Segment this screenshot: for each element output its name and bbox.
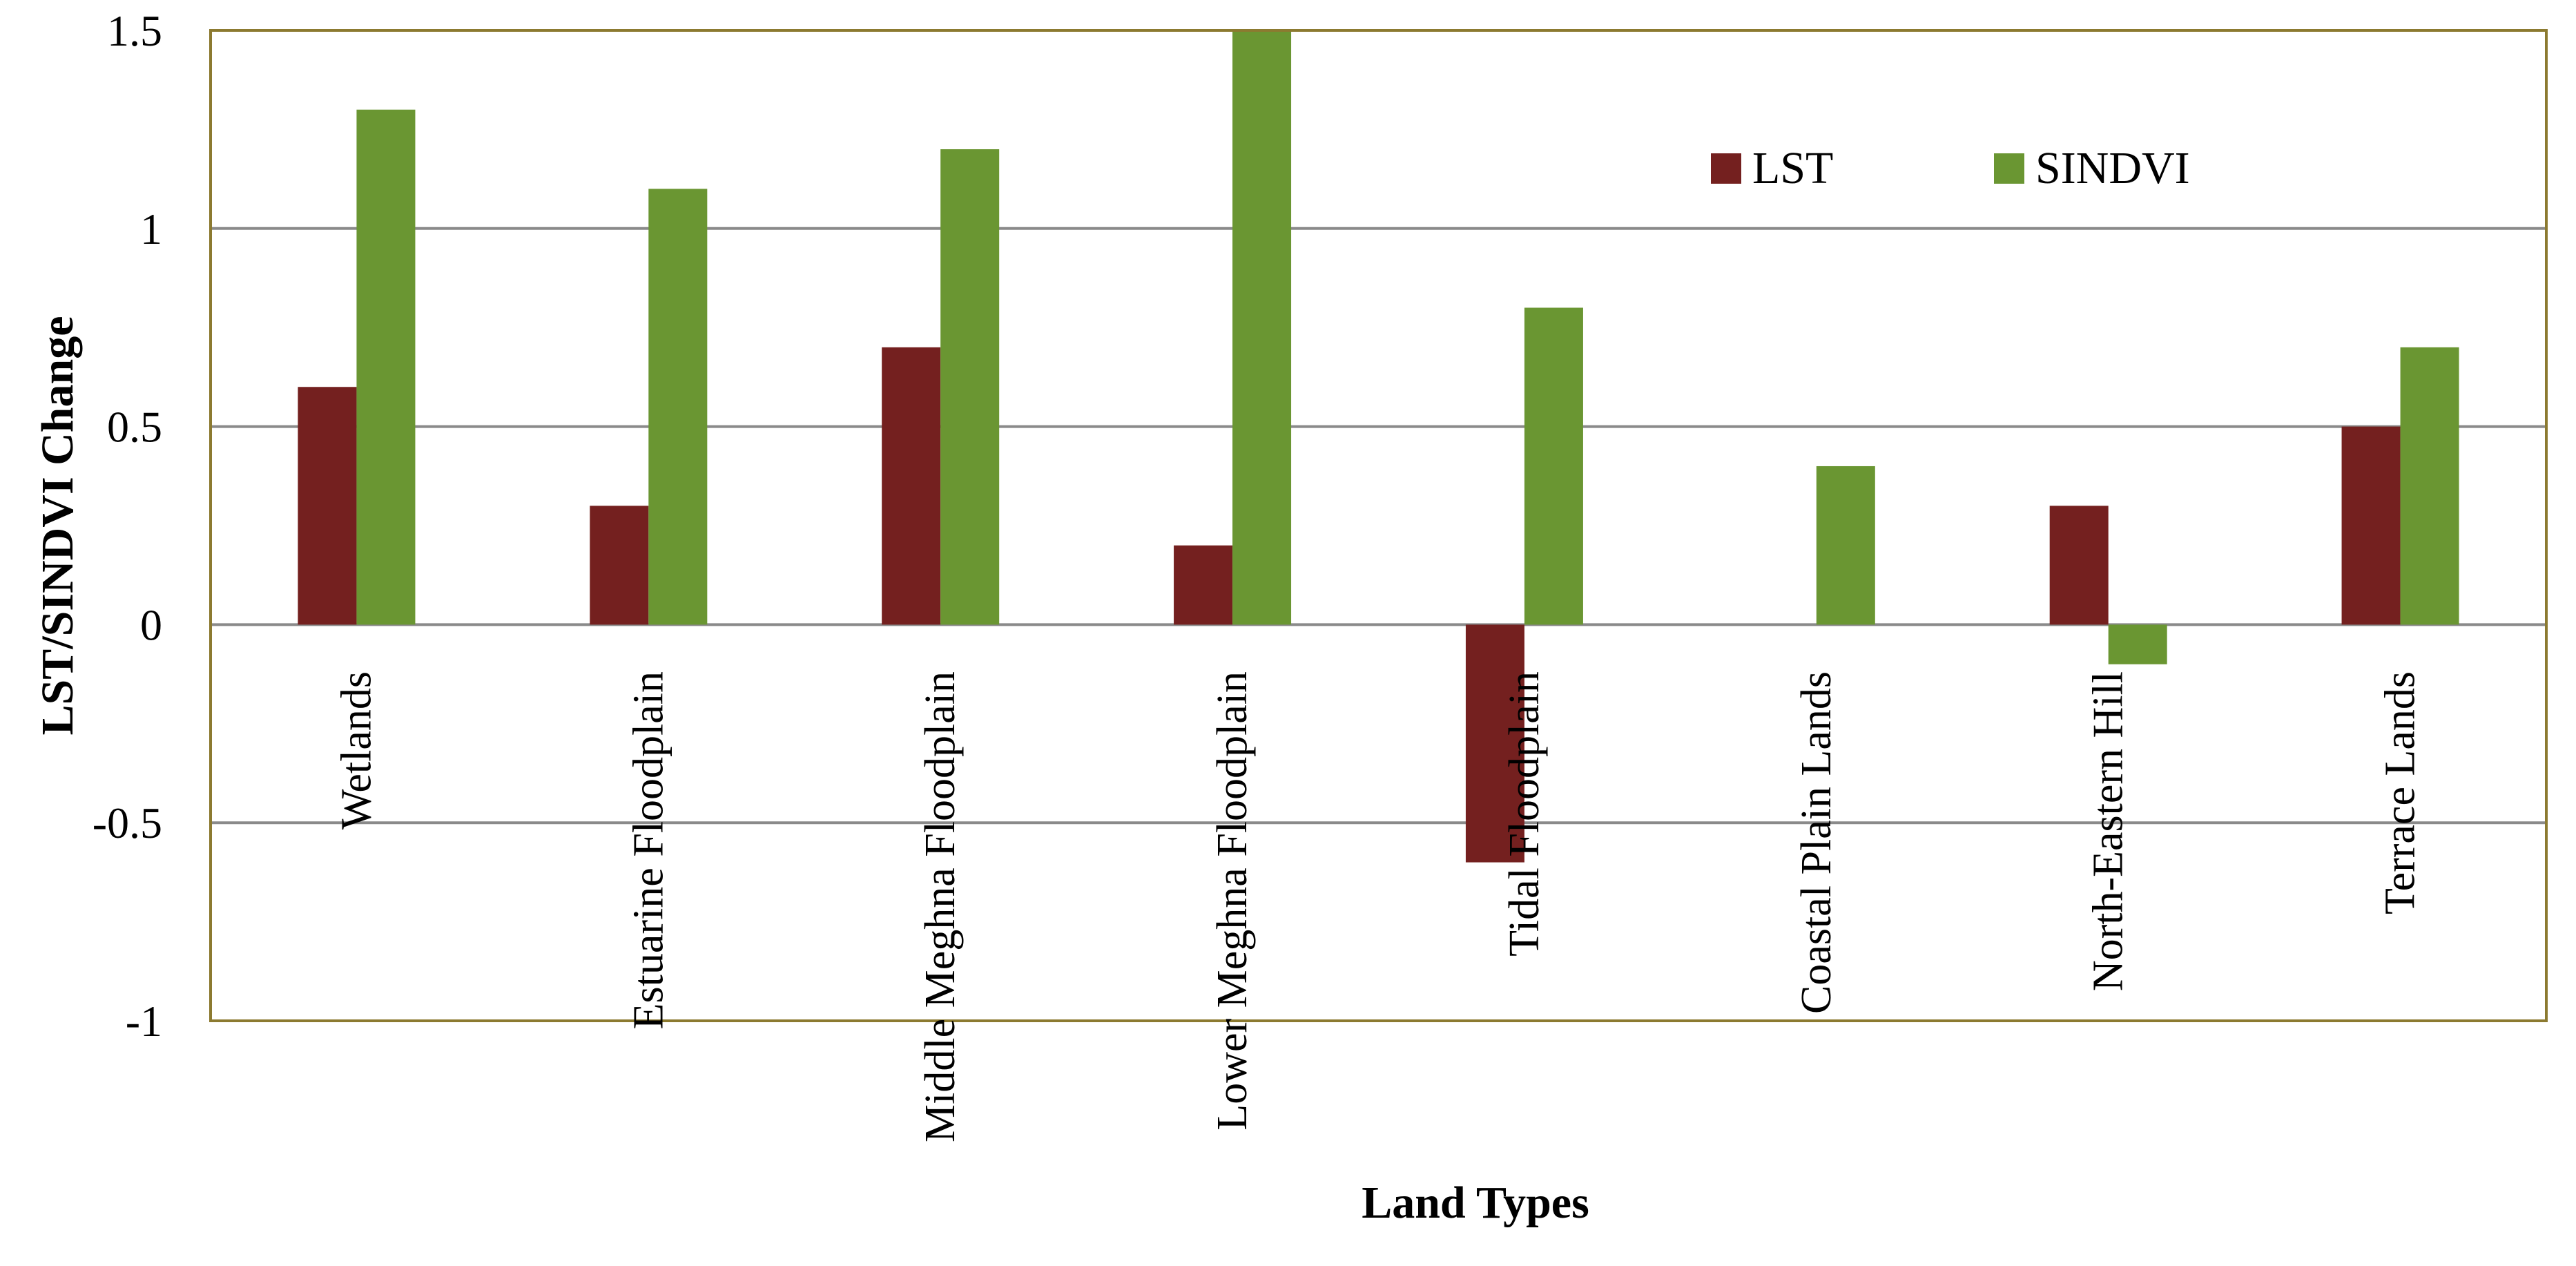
bar-lst-3 [882,347,941,625]
y-tick-label: 1.5 [107,6,162,55]
bar-sindvi-8 [2400,347,2459,625]
bar-sindvi-5 [1524,307,1583,625]
y-tick-label: 0 [140,600,162,649]
y-tick-labels: 1.5 1 0.5 0 -0.5 -1 [93,6,162,1046]
x-category-label: Wetlands [333,671,380,829]
bar-lst-5 [1465,624,1524,863]
legend-label-lst: LST [1752,143,1833,193]
legend: LST SINDVI [1711,143,2190,193]
y-tick-label: -0.5 [93,798,162,847]
bar-sindvi-7 [2108,624,2167,664]
bar-sindvi-1 [356,109,416,625]
legend-label-sindvi: SINDVI [2035,143,2190,193]
x-category-label: North-Eastern Hill [2085,671,2132,991]
legend-swatch-lst [1711,153,1741,184]
y-axis-title: LST/SINDVI Change [32,316,83,735]
bar-lst-2 [590,506,649,625]
bar-sindvi-4 [1232,30,1292,625]
x-category-label: Estuarine Floodplain [625,671,672,1029]
bar-sindvi-3 [940,149,1000,625]
x-category-label: Coastal Plain Lands [1793,671,1840,1014]
plot-border [209,29,2548,1022]
bar-lst-1 [298,387,357,625]
bar-lst-8 [2341,426,2401,625]
bar-sindvi-2 [648,189,708,625]
bars-layer [298,30,2459,863]
x-category-labels: Wetlands Estuarine Floodplain Middle Meghn… [333,671,2423,1142]
legend-swatch-sindvi [1994,153,2024,184]
y-tick-label: 0.5 [107,403,162,452]
x-category-label: Terrace Lands [2377,671,2424,914]
bar-sindvi-6 [1816,466,1875,625]
x-category-label: Tidal Floodplain [1501,671,1548,957]
x-category-label: Lower Meghna Floodplain [1209,671,1256,1131]
bar-lst-7 [2049,506,2109,625]
y-tick-label: 1 [140,204,162,253]
x-axis-title: Land Types [1362,1178,1589,1228]
x-category-label: Middle Meghna Floodplain [917,671,964,1142]
y-tick-label: -1 [126,997,162,1046]
bar-lst-4 [1174,545,1233,625]
